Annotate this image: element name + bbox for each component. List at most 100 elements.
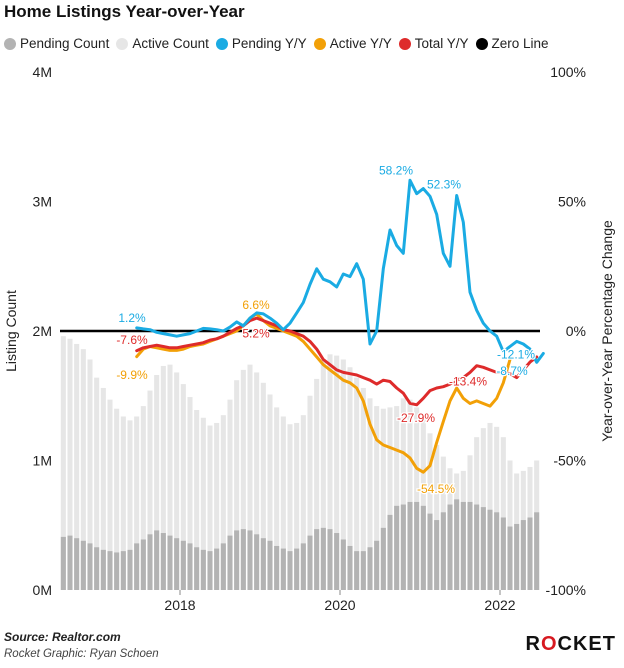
pending-count-bar	[300, 543, 306, 590]
graphic-credit: Rocket Graphic: Ryan Schoen	[4, 648, 159, 660]
active-count-bar	[74, 343, 80, 590]
active-count-bar	[307, 395, 313, 590]
pending-count-bar	[494, 512, 500, 590]
legend-item[interactable]: Pending Count	[4, 36, 109, 51]
active-count-bar	[260, 382, 266, 590]
pending-count-bar	[474, 504, 480, 590]
active-count-bar	[107, 399, 113, 590]
data-label: -9.9%	[116, 368, 148, 382]
legend-swatch-icon	[4, 37, 16, 50]
active-count-bar	[227, 399, 233, 590]
active-count-bar	[494, 426, 500, 590]
active-count-bar	[287, 424, 293, 590]
pending-count-bar	[174, 538, 180, 590]
pending-count-bar	[420, 505, 426, 590]
pending-count-bar	[247, 530, 253, 590]
x-tick-label: 2018	[164, 597, 195, 613]
pending-count-bar	[87, 543, 93, 590]
pending-count-bar	[207, 551, 213, 590]
y2-tick-label: -100%	[546, 582, 586, 598]
active-count-bar	[194, 409, 200, 590]
active-count-bar	[360, 387, 366, 590]
active-count-bar	[94, 377, 100, 590]
active-count-bar	[300, 415, 306, 590]
active-count-bar	[280, 416, 286, 590]
active-count-bar	[407, 399, 413, 590]
active-count-bar	[174, 372, 180, 590]
pending-count-bar	[460, 501, 466, 590]
pending-count-bar	[167, 535, 173, 590]
pending-count-bar	[220, 543, 226, 590]
active-count-bar	[140, 406, 146, 590]
pending-count-bar	[227, 535, 233, 590]
pending-count-bar	[200, 549, 206, 590]
axes: 4M 3M 2M 1M 0M 100% 50% 0% -50% -100% 2018 2020 2022…	[3, 64, 615, 613]
pending-count-bar	[320, 527, 326, 590]
pending-count-bar	[100, 549, 106, 590]
legend-swatch-icon	[116, 37, 129, 50]
y2-tick-label: 50%	[558, 194, 586, 210]
data-label: -54.5%	[417, 482, 455, 496]
legend-label: Active Y/Y	[329, 36, 392, 51]
pending-count-bar	[134, 543, 140, 590]
active-count-bar	[294, 422, 300, 590]
legend-label: Pending Count	[20, 36, 110, 51]
pending-count-bar	[500, 517, 506, 590]
pending-count-bar	[334, 533, 340, 590]
pending-count-bar	[507, 526, 513, 590]
legend-item[interactable]: Zero Line	[475, 36, 549, 51]
data-label: -8.7%	[496, 364, 528, 378]
pending-count-bar	[234, 530, 240, 590]
data-label: 58.2%	[379, 163, 413, 177]
pending-count-bar	[407, 501, 413, 590]
pending-count-bar	[347, 545, 353, 590]
x-tick-label: 2020	[324, 597, 355, 613]
active-count-bar	[247, 364, 253, 590]
legend-item[interactable]: Active Y/Y	[313, 36, 392, 51]
legend-swatch-icon	[475, 37, 488, 50]
pending-count-bar	[367, 547, 373, 590]
pending-count-bar	[340, 539, 346, 590]
legend-swatch-icon	[398, 37, 411, 50]
y2-tick-label: 0%	[566, 323, 586, 339]
active-count-bar	[374, 406, 380, 590]
pending-count-bar	[94, 547, 100, 590]
y2-axis-title: Year-over-Year Percentage Change	[599, 220, 615, 442]
active-count-bar	[114, 408, 120, 590]
pending-count-bar	[374, 540, 380, 590]
active-count-bar	[154, 375, 160, 590]
pending-count-bar	[307, 535, 313, 590]
active-count-bar	[127, 420, 133, 590]
legend-label: Zero Line	[491, 36, 549, 51]
y-tick-label: 0M	[33, 582, 52, 598]
active-count-bar	[327, 354, 333, 590]
series-line-pending-y-y	[135, 178, 545, 364]
pending-count-bar	[274, 545, 280, 590]
source-note: Source: Realtor.com	[4, 630, 121, 644]
pending-count-bar	[194, 547, 200, 590]
legend: Pending Count Active Count Pending Y/Y Acti…	[4, 36, 622, 51]
legend-item[interactable]: Active Count	[116, 36, 209, 51]
pending-count-bar	[534, 512, 540, 590]
active-count-bar	[347, 367, 353, 590]
pending-count-bar	[514, 523, 520, 590]
active-count-bar	[87, 359, 93, 590]
active-count-bar	[134, 416, 140, 590]
legend-item[interactable]: Total Y/Y	[398, 36, 469, 51]
series-line-total-y-y	[135, 316, 539, 407]
active-count-bar	[180, 384, 186, 590]
pending-count-bar	[434, 520, 440, 590]
legend-item[interactable]: Pending Y/Y	[215, 36, 307, 51]
data-label: 1.2%	[118, 311, 146, 325]
active-count-bar	[414, 407, 420, 590]
legend-label: Active Count	[132, 36, 209, 51]
active-count-bar	[207, 425, 213, 590]
active-count-bar	[420, 419, 426, 590]
active-count-bar	[160, 365, 166, 590]
active-count-bar	[100, 387, 106, 590]
data-label: 52.3%	[427, 178, 461, 192]
active-count-bar	[387, 407, 393, 590]
chart-title: Home Listings Year-over-Year	[4, 2, 245, 21]
pending-count-bar	[240, 529, 246, 590]
pending-count-bar	[287, 551, 293, 590]
